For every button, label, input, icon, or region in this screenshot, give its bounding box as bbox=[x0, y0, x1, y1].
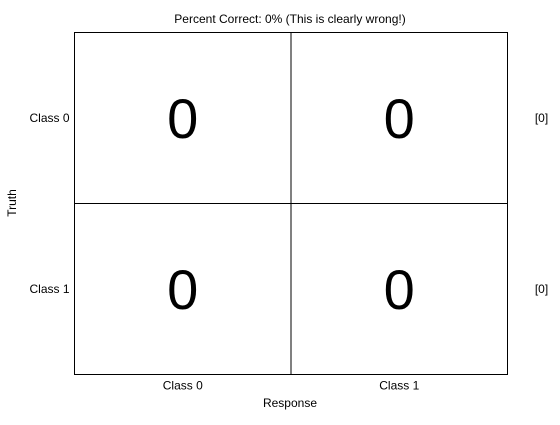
y-axis-label: Truth bbox=[5, 189, 19, 217]
cell-value-r0-c1: 0 bbox=[384, 87, 415, 150]
chart-title: Percent Correct: 0% (This is clearly wro… bbox=[174, 12, 405, 26]
cell-value-r0-c0: 0 bbox=[167, 87, 198, 150]
y-tick-label: Class 0 bbox=[29, 111, 69, 125]
x-axis-label: Response bbox=[263, 396, 317, 410]
row-total-label: [0] bbox=[535, 282, 548, 296]
row-total-label: [0] bbox=[535, 111, 548, 125]
x-tick-label: Class 0 bbox=[163, 379, 203, 393]
y-tick-label: Class 1 bbox=[29, 282, 69, 296]
cell-value-r1-c1: 0 bbox=[384, 258, 415, 321]
x-tick-label: Class 1 bbox=[379, 379, 419, 393]
cell-value-r1-c0: 0 bbox=[167, 258, 198, 321]
